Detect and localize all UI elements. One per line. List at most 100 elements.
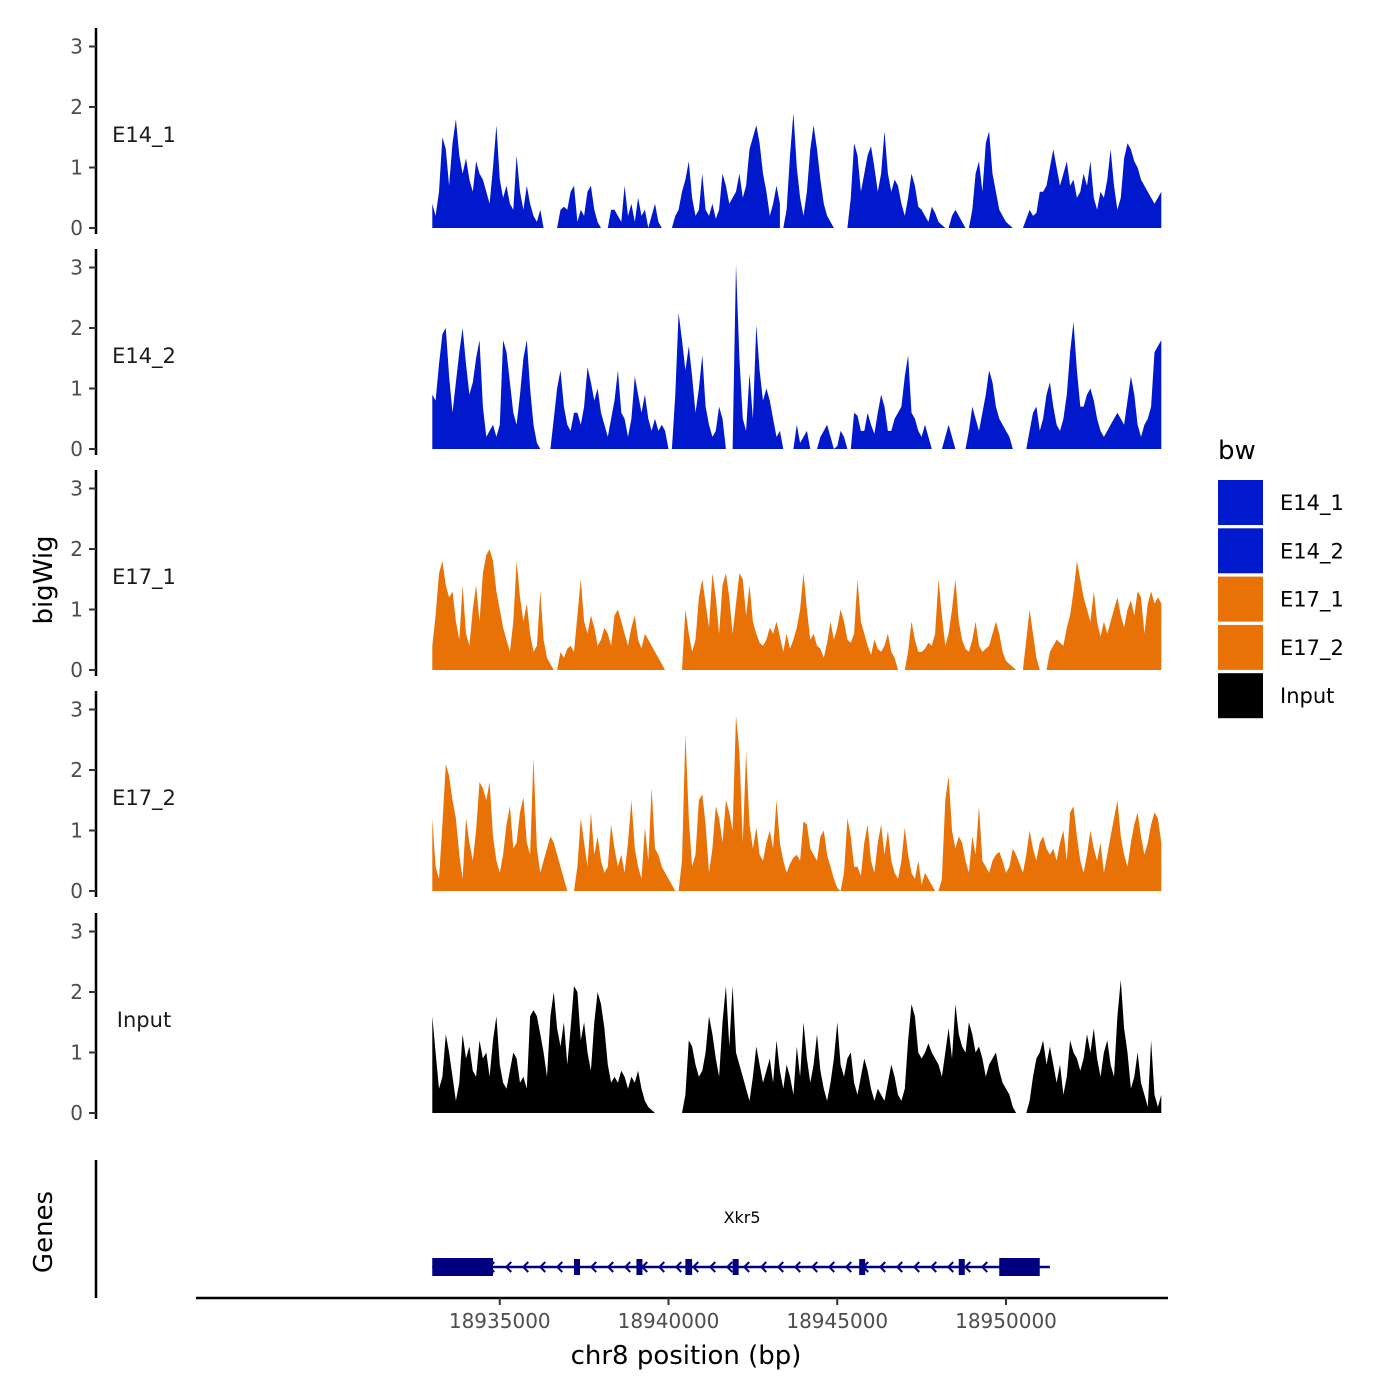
track-label: E17_2 [112, 786, 176, 811]
coverage-area [1022, 609, 1040, 670]
gene-exon [636, 1259, 643, 1275]
legend-label: E14_1 [1280, 491, 1344, 516]
y-tick-label: 3 [70, 477, 83, 501]
coverage-area [432, 119, 544, 228]
x-tick-label: 18950000 [955, 1309, 1057, 1333]
x-axis-title: chr8 position (bp) [571, 1341, 802, 1371]
coverage-area [550, 367, 669, 449]
coverage-area [1046, 561, 1162, 670]
strand-chevron [742, 1261, 750, 1273]
strand-chevron [878, 1261, 886, 1273]
y-tick-label: 1 [70, 819, 83, 843]
strand-chevron [691, 1261, 699, 1273]
strand-chevron [929, 1261, 937, 1273]
coverage-area [1026, 979, 1162, 1113]
legend-swatch [1218, 480, 1263, 525]
gene-exon [732, 1259, 739, 1275]
y-tick-label: 2 [70, 758, 83, 782]
y-tick-label: 3 [70, 256, 83, 280]
coverage-area [678, 733, 709, 891]
coverage-area [1022, 143, 1162, 228]
y-tick-label: 0 [70, 437, 83, 461]
coverage-area [732, 264, 784, 449]
legend-swatch [1218, 528, 1263, 574]
legend-swatch [1218, 673, 1263, 719]
coverage-area [709, 715, 871, 891]
coverage-area [557, 579, 666, 670]
gene-exon [685, 1259, 693, 1275]
x-tick-label: 18935000 [449, 1309, 551, 1333]
coverage-area [671, 312, 726, 449]
tracks-layer: 0 1 2 3 E14_1 0 1 2 3 E14_2 0 1 2 3 E17_1 0 1 2 3 E17_2 0 1 2 3… [70, 28, 1162, 1125]
track-label: E14_1 [112, 123, 176, 148]
x-axis: 18935000 18940000 18945000 18950000 [196, 1296, 1168, 1333]
coverage-area [432, 549, 554, 670]
strand-chevron [708, 1261, 716, 1273]
coverage-area [938, 776, 1162, 891]
strand-chevron [504, 1261, 512, 1273]
legend-title: bw [1218, 436, 1256, 466]
gene-exon [859, 1259, 866, 1275]
strand-chevron [674, 1261, 682, 1273]
strand-chevron [793, 1261, 801, 1273]
coverage-area [1026, 321, 1162, 449]
y-tick-label: 0 [70, 879, 83, 903]
y-tick-label: 2 [70, 537, 83, 561]
y-tick-label: 1 [70, 598, 83, 622]
legend-label: E14_2 [1280, 539, 1344, 564]
strand-chevron [946, 1261, 954, 1273]
gene-exon [574, 1259, 580, 1275]
strand-chevron [623, 1261, 631, 1273]
y-tick-label: 2 [70, 95, 83, 119]
strand-chevron [980, 1261, 988, 1273]
coverage-area [948, 209, 966, 228]
gene-exon [958, 1259, 965, 1275]
y-tick-label: 2 [70, 316, 83, 340]
y-tick-label: 0 [70, 658, 83, 682]
track-e14-1: 0 1 2 3 E14_1 [70, 28, 1162, 240]
strand-chevron [912, 1261, 920, 1273]
track-input: 0 1 2 3 Input [70, 913, 1162, 1125]
y-tick-label: 3 [70, 920, 83, 944]
legend-label: E17_2 [1280, 636, 1344, 661]
coverage-area [850, 355, 932, 449]
coverage-area [941, 424, 956, 449]
genes-track-title: Genes [29, 1191, 59, 1273]
strand-chevron [555, 1261, 563, 1273]
legend-swatch [1218, 624, 1263, 670]
x-tick-label: 18945000 [786, 1309, 888, 1333]
strand-chevron [963, 1261, 971, 1273]
track-label: E17_1 [112, 565, 176, 590]
coverage-area [904, 579, 1017, 670]
coverage-area [574, 788, 676, 891]
coverage-area [965, 370, 1013, 449]
strand-chevron [725, 1261, 733, 1273]
y-tick-label: 1 [70, 156, 83, 180]
legend-label: Input [1280, 684, 1334, 708]
coverage-area [793, 424, 811, 449]
coverage-area [607, 185, 662, 228]
track-e14-2: 0 1 2 3 E14_2 [70, 249, 1162, 461]
gene-name-label: Xkr5 [724, 1208, 761, 1227]
coverage-area [682, 986, 1020, 1113]
gene-exon [432, 1258, 493, 1276]
y-tick-label: 0 [70, 216, 83, 240]
coverage-area [671, 125, 780, 228]
coverage-area [432, 986, 676, 1113]
legend-swatch [1218, 576, 1263, 622]
track-e17-1: 0 1 2 3 E17_1 [70, 470, 1162, 682]
strand-chevron [827, 1261, 835, 1273]
coverage-area [871, 824, 936, 891]
track-label: E14_2 [112, 344, 176, 369]
y-axis-title: bigWig [29, 535, 59, 624]
strand-chevron [538, 1261, 546, 1273]
strand-chevron [844, 1261, 852, 1273]
strand-chevron [657, 1261, 665, 1273]
strand-chevron [776, 1261, 784, 1273]
y-tick-label: 3 [70, 35, 83, 59]
legend: bw E14_1 E14_2 E17_1 E17_2 Input [1218, 436, 1344, 719]
track-e17-2: 0 1 2 3 E17_2 [70, 691, 1162, 903]
y-tick-label: 2 [70, 980, 83, 1004]
legend-label: E17_1 [1280, 588, 1344, 613]
